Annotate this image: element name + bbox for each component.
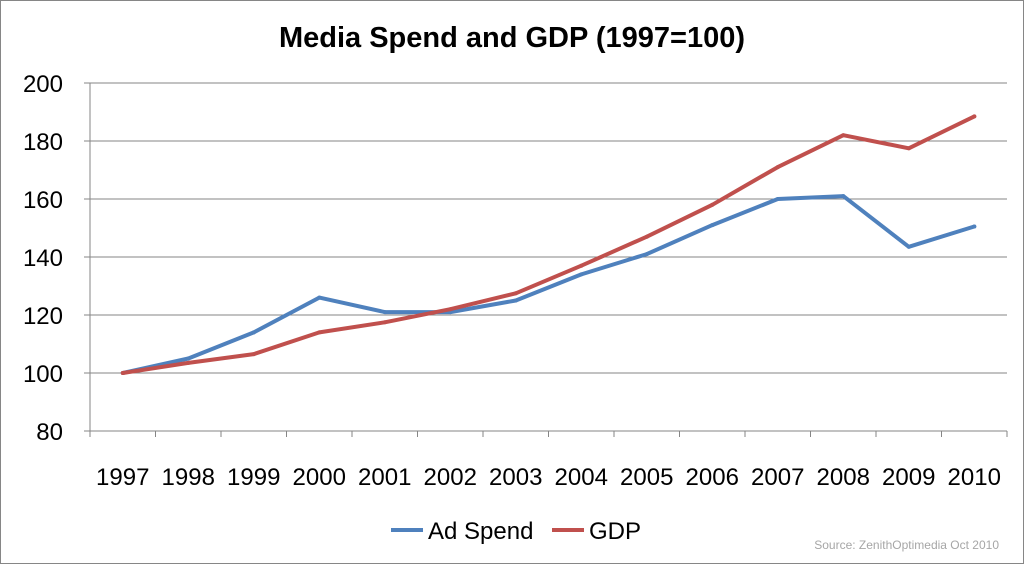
data-point-ad-spend-2000 [317,295,322,300]
data-point-gdp-1998 [186,360,191,365]
data-point-gdp-2003 [513,291,518,296]
legend-label-gdp: GDP [589,518,641,545]
x-tick-label-1997: 1997 [96,464,149,491]
x-tick-label-2004: 2004 [555,464,608,491]
data-point-ad-spend-2009 [906,244,911,249]
y-tick-label-120: 120 [23,303,63,330]
data-point-ad-spend-2001 [382,310,387,315]
x-tick-label-2010: 2010 [948,464,1001,491]
data-point-gdp-2002 [448,307,453,312]
x-tick-label-1999: 1999 [227,464,280,491]
data-point-ad-spend-2003 [513,298,518,303]
data-point-ad-spend-1998 [186,356,191,361]
data-point-ad-spend-2004 [579,272,584,277]
y-tick-label-200: 200 [23,71,63,98]
data-point-gdp-2005 [644,234,649,239]
data-point-ad-spend-2005 [644,252,649,257]
data-point-gdp-2008 [841,133,846,138]
legend-label-ad-spend: Ad Spend [428,518,533,545]
y-tick-label-180: 180 [23,129,63,156]
x-tick-label-2003: 2003 [489,464,542,491]
legend: Ad Spend GDP [391,518,641,545]
series-lines [120,114,977,375]
series-line-ad-spend [120,194,977,375]
data-point-ad-spend-2008 [841,194,846,199]
data-point-gdp-1999 [251,352,256,357]
x-tick-label-2002: 2002 [424,464,477,491]
data-point-gdp-1997 [120,371,125,375]
data-point-ad-spend-2007 [775,197,780,201]
data-point-gdp-2000 [317,330,322,335]
data-point-gdp-2009 [906,146,911,151]
chart-title: Media Spend and GDP (1997=100) [279,22,745,54]
x-tick-label-2001: 2001 [358,464,411,491]
series-line-gdp [120,114,977,375]
gridlines [90,82,1007,374]
data-point-ad-spend-2006 [710,223,715,228]
y-axis-tick-labels: 80 100 120 140 160 180 200 [23,71,63,446]
data-point-ad-spend-2010 [972,224,977,229]
x-tick-label-2008: 2008 [817,464,870,491]
source-note: Source: ZenithOptimedia Oct 2010 [814,538,999,552]
y-tick-label-100: 100 [23,361,63,388]
x-tick-label-2005: 2005 [620,464,673,491]
x-tick-label-2009: 2009 [882,464,935,491]
x-tick-label-2006: 2006 [686,464,739,491]
y-tick-label-140: 140 [23,245,63,272]
axes [84,82,1008,437]
data-point-gdp-2001 [382,320,387,325]
x-tick-label-2007: 2007 [751,464,804,491]
data-point-gdp-2010 [972,114,977,119]
data-point-gdp-2006 [710,202,715,207]
x-axis-tick-labels: 1997 1998 1999 2000 2001 2002 2003 2004 2005 2006… [96,464,1001,491]
data-point-gdp-2004 [579,263,584,268]
y-tick-label-80: 80 [36,419,63,446]
data-point-gdp-2007 [775,165,780,170]
y-tick-label-160: 160 [23,187,63,214]
x-tick-label-1998: 1998 [162,464,215,491]
x-tick-label-2000: 2000 [293,464,346,491]
data-point-ad-spend-1999 [251,330,256,335]
